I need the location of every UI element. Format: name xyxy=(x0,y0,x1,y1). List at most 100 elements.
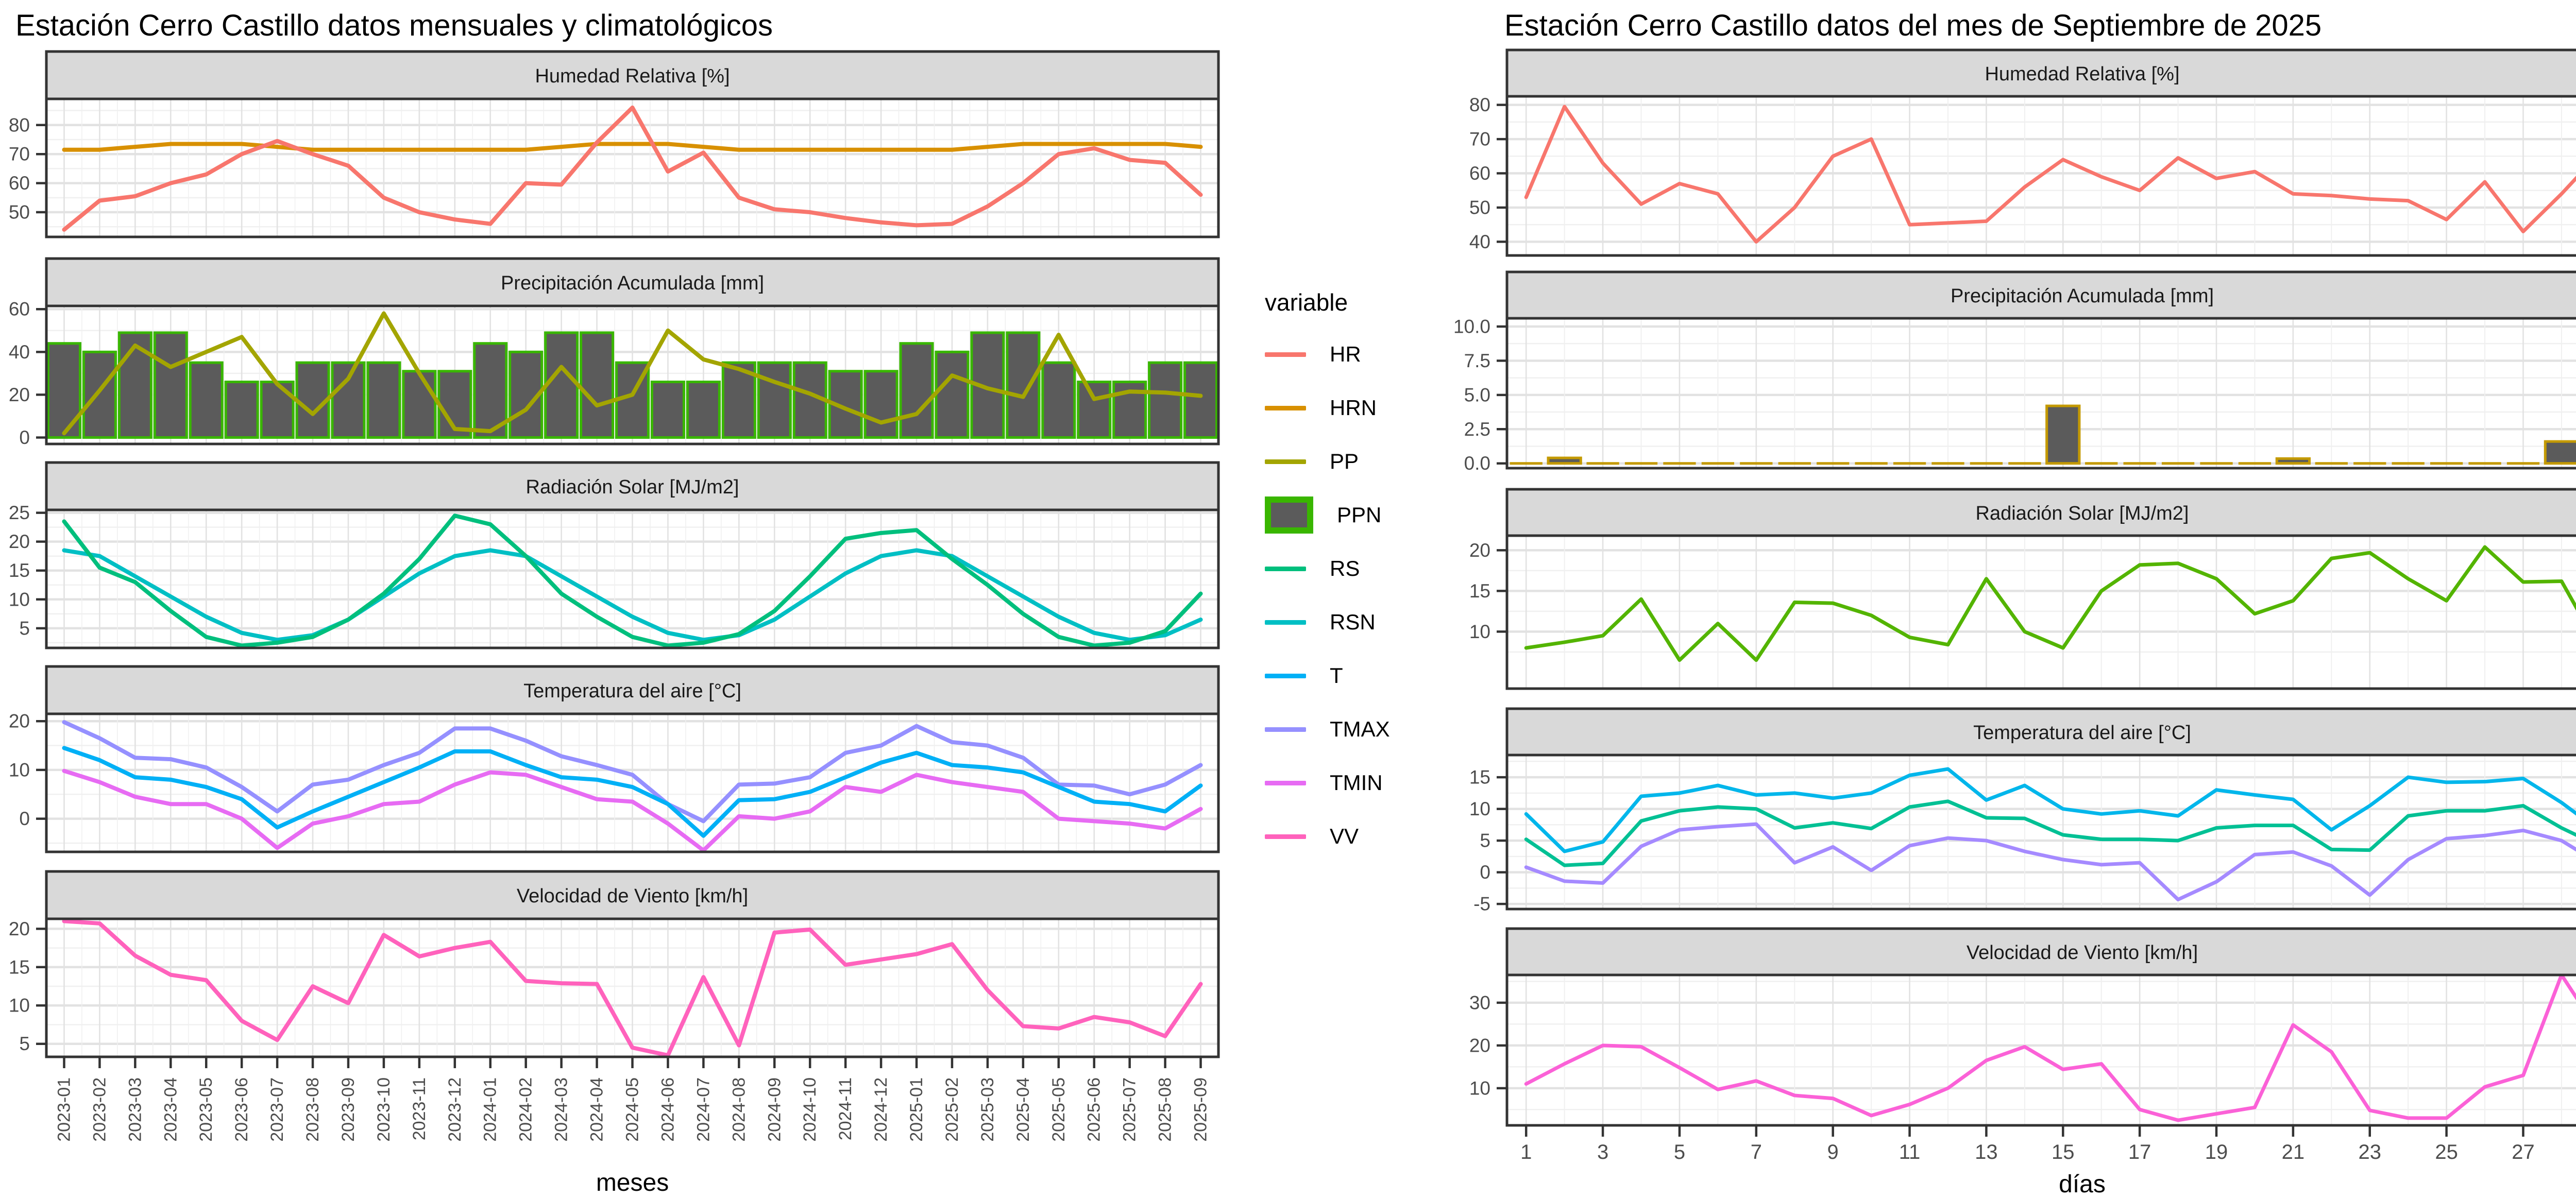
series-PP xyxy=(62,311,1203,436)
x-tick-label: 15 xyxy=(2052,1141,2075,1163)
facet-strip xyxy=(1505,488,2576,537)
y-tick-label: 30 xyxy=(1469,992,1490,1013)
monthly-chart-legend: variable HR HRN PP PPN RS RSN T TMAX TMIN VV xyxy=(1265,288,1390,863)
x-tick-label: 2024-04 xyxy=(587,1077,607,1142)
series-RS xyxy=(62,513,1203,648)
series-T xyxy=(1524,799,2576,867)
facet-panel-0: Humedad Relativa [%] 40 50 60 70 80 xyxy=(1469,48,2576,257)
facet-strip xyxy=(45,461,1220,511)
legend-label-TMAX: TMAX xyxy=(1330,717,1390,741)
y-tick-label: 10 xyxy=(9,995,30,1016)
x-tick-label: 2025-03 xyxy=(978,1077,997,1142)
facet-strip xyxy=(45,257,1220,307)
x-tick-label: 2024-03 xyxy=(552,1077,571,1142)
facet-panel-0: Humedad Relativa [%] 50 60 70 80 xyxy=(9,50,1220,238)
x-tick-label: 2023-10 xyxy=(374,1077,394,1142)
y-tick-label: 0 xyxy=(1480,862,1490,883)
monthly-chart-title: Estación Cerro Castillo datos mensuales … xyxy=(15,9,773,42)
legend-item-TMIN: TMIN xyxy=(1265,756,1390,810)
x-tick-label: 23 xyxy=(2359,1141,2382,1163)
y-tick-label: 20 xyxy=(1469,1035,1490,1056)
y-tick-label: 2.5 xyxy=(1464,419,1490,440)
y-tick-label: 10 xyxy=(1469,798,1490,819)
x-tick-label: 2025-01 xyxy=(907,1077,926,1142)
y-tick-label: 40 xyxy=(9,341,30,363)
x-tick-label: 2023-04 xyxy=(161,1077,180,1142)
legend-key-PP-swatch xyxy=(1265,459,1306,464)
legend-label-TMIN: TMIN xyxy=(1330,770,1383,795)
facet-title: Humedad Relativa [%] xyxy=(535,65,730,87)
y-tick-label: 70 xyxy=(1469,129,1490,150)
y-tick-label: 80 xyxy=(1469,94,1490,115)
x-tick-label: 2024-11 xyxy=(836,1077,855,1140)
series-RSN xyxy=(62,548,1203,642)
x-tick-label: 2024-07 xyxy=(693,1077,713,1142)
y-tick-label: 60 xyxy=(9,299,30,320)
facet-panel-4: Velocidad de Viento [km/h] 5 10 15 20 2023-01… xyxy=(9,870,1220,1196)
facet-title: Temperatura del aire [°C] xyxy=(523,680,741,702)
x-tick-label: 17 xyxy=(2128,1141,2151,1163)
facet-panel-2: Radiación Solar [MJ/m2] 5 10 15 20 25 xyxy=(9,461,1220,649)
facet-panel-1: Precipitación Acumulada [mm] 0.0 2.5 5.0 7.5… xyxy=(1453,270,2576,474)
x-tick-label: 2024-12 xyxy=(871,1077,891,1142)
x-tick-label: 2025-07 xyxy=(1120,1077,1140,1142)
legend-item-PPN: PPN xyxy=(1265,488,1390,542)
x-tick-label: 2024-10 xyxy=(800,1077,820,1142)
facet-strip xyxy=(1505,927,2576,977)
facet-panel-3: Temperatura del aire [°C] 0 10 20 xyxy=(9,665,1220,853)
series-RS xyxy=(1524,545,2576,662)
series-HR xyxy=(1524,105,2576,244)
y-tick-label: 5 xyxy=(19,1033,30,1054)
facet-strip xyxy=(1505,48,2576,98)
facet-strip xyxy=(1505,270,2576,320)
x-tick-label: 2024-05 xyxy=(623,1077,642,1142)
x-tick-label: 7 xyxy=(1751,1141,1762,1163)
facet-title: Velocidad de Viento [km/h] xyxy=(1967,942,2198,964)
y-tick-label: 25 xyxy=(9,502,30,523)
legend-key-T-swatch xyxy=(1265,673,1306,678)
x-tick-label: 2023-03 xyxy=(125,1077,145,1142)
legend-key-TMIN-swatch xyxy=(1265,780,1306,785)
facet-title: Precipitación Acumulada [mm] xyxy=(1951,285,2214,307)
legend-key-VV-swatch xyxy=(1265,834,1306,839)
x-tick-label: 9 xyxy=(1827,1141,1839,1163)
y-tick-label: 10 xyxy=(9,759,30,780)
facet-strip xyxy=(45,50,1220,100)
x-axis-title: días xyxy=(2059,1171,2106,1198)
x-tick-label: 2024-09 xyxy=(765,1077,784,1142)
series-TMAX xyxy=(1524,767,2576,853)
x-tick-label: 2023-06 xyxy=(232,1077,251,1142)
y-tick-label: 60 xyxy=(9,173,30,194)
legend-label-PPN: PPN xyxy=(1337,503,1382,527)
series-T xyxy=(62,746,1203,838)
facet-title: Velocidad de Viento [km/h] xyxy=(517,885,748,907)
y-tick-label: 60 xyxy=(1469,163,1490,184)
legend-key-HRN-swatch xyxy=(1265,405,1306,410)
legend-item-TMAX: TMAX xyxy=(1265,703,1390,756)
legend-key-TMAX-swatch xyxy=(1265,727,1306,732)
y-tick-label: 10 xyxy=(1469,621,1490,642)
legend-label-HRN: HRN xyxy=(1330,396,1377,420)
facet-panel-3: Temperatura del aire [°C] -5 0 5 10 15 xyxy=(1469,707,2576,915)
x-tick-label: 21 xyxy=(2282,1141,2305,1163)
facet-strip xyxy=(45,665,1220,715)
x-tick-label: 2023-02 xyxy=(90,1077,109,1142)
y-tick-label: 5.0 xyxy=(1464,384,1490,405)
daily-chart-title: Estación Cerro Castillo datos del mes de… xyxy=(1504,9,2322,42)
x-tick-label: 2025-02 xyxy=(942,1077,962,1142)
legend-label-VV: VV xyxy=(1330,824,1359,848)
x-tick-label: 2025-05 xyxy=(1049,1077,1069,1142)
series-TMIN xyxy=(62,768,1203,853)
x-tick-label: 19 xyxy=(2205,1141,2228,1163)
legend-label-RSN: RSN xyxy=(1330,610,1376,634)
series-VV xyxy=(1524,973,2576,1122)
x-tick-label: 13 xyxy=(1975,1141,1998,1163)
x-tick-label: 2023-05 xyxy=(196,1077,216,1142)
x-tick-label: 2025-09 xyxy=(1191,1077,1211,1142)
legend-item-HR: HR xyxy=(1265,328,1390,381)
legend-item-HRN: HRN xyxy=(1265,381,1390,435)
x-tick-label: 2024-08 xyxy=(729,1077,749,1142)
y-tick-label: 15 xyxy=(1469,580,1490,602)
